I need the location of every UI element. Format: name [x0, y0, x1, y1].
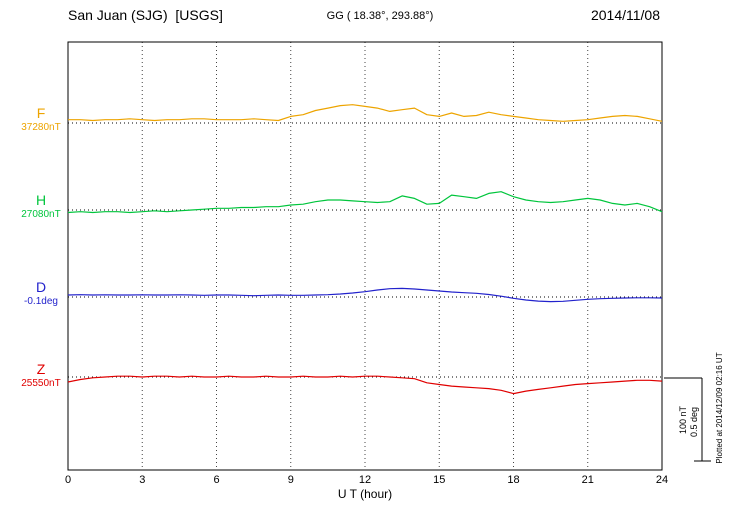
x-tick-label-18: 18	[507, 474, 520, 486]
station-title: San Juan (SJG) [USGS]	[68, 7, 223, 23]
series-baseline-Z: 25550nT	[21, 378, 61, 389]
series-baseline-H: 27080nT	[21, 209, 61, 220]
series-label-F: F 37280nT	[10, 105, 72, 134]
geographic-coords: GG ( 18.38°, 293.88°)	[326, 10, 434, 22]
x-axis-label: U T (hour)	[337, 487, 393, 501]
plot-frame	[67, 41, 663, 471]
scale-05deg-label: 0.5 deg	[689, 407, 699, 437]
series-label-Z: Z 25550nT	[10, 361, 72, 390]
x-tick-label-0: 0	[64, 474, 72, 486]
x-tick-label-12: 12	[358, 474, 372, 486]
x-tick-label-15: 15	[433, 474, 446, 486]
trace-Z	[67, 375, 663, 395]
x-tick-label-3: 3	[139, 474, 146, 486]
trace-D	[67, 287, 663, 303]
x-tick-label-21: 21	[581, 474, 594, 486]
series-name-H: H	[35, 192, 47, 208]
x-tick-label-9: 9	[287, 474, 294, 486]
x-tick-label-24: 24	[655, 474, 669, 486]
series-name-F: F	[36, 105, 46, 121]
series-label-H: H 27080nT	[10, 192, 72, 221]
x-tick-label-6: 6	[213, 474, 220, 486]
trace-H	[67, 191, 663, 214]
trace-F	[68, 104, 663, 122]
series-name-Z: Z	[36, 361, 46, 377]
series-label-D: D -0.1deg	[10, 279, 72, 308]
plot-date: 2014/11/08	[590, 7, 660, 23]
series-baseline-D: -0.1deg	[24, 296, 58, 307]
scale-100nt-label: 100 nT	[678, 405, 688, 434]
plotted-at-label: Plotted at 2014/12/09 02:16 UT	[715, 352, 724, 463]
series-name-D: D	[35, 279, 47, 295]
series-baseline-F: 37280nT	[21, 122, 61, 133]
